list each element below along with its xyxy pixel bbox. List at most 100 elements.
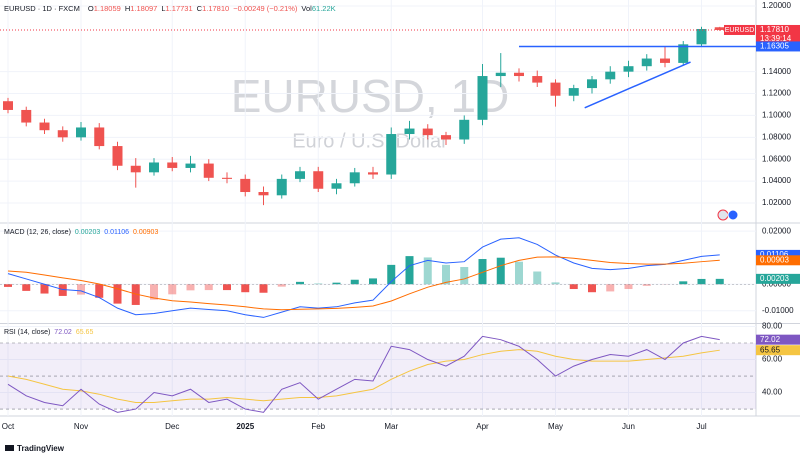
candle-body [222, 177, 232, 179]
candle-body [149, 162, 159, 173]
macd-title: MACD (12, 26, close) [4, 229, 71, 236]
candle-body [331, 183, 342, 189]
candle-body [605, 71, 616, 80]
histogram-bar [77, 284, 85, 295]
candle-body [550, 82, 561, 96]
histogram-bar [551, 282, 560, 285]
candle-body [258, 192, 269, 196]
candle-body [94, 127, 105, 147]
y-tick-label: 60.00 [762, 355, 783, 364]
candle-body [514, 72, 524, 77]
candle-body [295, 171, 305, 179]
y-tick-label: 0.02000 [762, 226, 791, 235]
y-tick-label: -0.01000 [762, 306, 794, 315]
ohlc-label: L [161, 4, 165, 13]
flag-icon [717, 209, 729, 221]
histogram-bar [387, 264, 396, 285]
x-tick-label: 2025 [236, 422, 254, 431]
flag-icon [727, 209, 739, 221]
candle-body [112, 146, 123, 166]
histogram-bar [460, 266, 469, 285]
volume-value: 61.22K [312, 4, 336, 13]
candle-body [422, 128, 433, 136]
candle-body [678, 44, 689, 63]
rsi-title: RSI (14, close) [4, 329, 50, 336]
watermark-title: EURUSD, 1D [231, 70, 510, 122]
histogram-bar [168, 284, 177, 295]
candle-body [386, 134, 397, 175]
macd-legend-value: 0.00203 [75, 229, 100, 236]
x-tick-label: Mar [384, 422, 398, 431]
symbol-tag-text: EURUSD [725, 27, 755, 34]
histogram-bar [241, 284, 250, 293]
ohlc-label: H [125, 4, 130, 13]
value-tag-text: 65.65 [760, 345, 781, 354]
candle-body [185, 163, 196, 168]
rsi-line [7, 335, 720, 413]
histogram-bar [533, 271, 542, 285]
price-tag [756, 24, 800, 44]
header-symbol: EURUSD · 1D · FXCM [4, 4, 80, 13]
histogram-bar [588, 284, 596, 293]
value-tag [756, 273, 800, 284]
candle-body [167, 162, 178, 168]
histogram-bar [40, 284, 49, 294]
x-tick-label: Dec [165, 422, 179, 431]
histogram-bar [679, 281, 688, 285]
candle-body [3, 101, 13, 110]
value-tag [756, 249, 800, 260]
x-tick-label: Jun [622, 422, 635, 431]
line-tag [756, 41, 800, 52]
x-tick-label: Jul [696, 422, 706, 431]
symbol-tag [724, 24, 755, 35]
price-tag-text: 1.17810 [760, 25, 789, 34]
histogram-bar [204, 284, 213, 291]
x-tick-label: Nov [74, 422, 88, 431]
ohlc-value: 1.18097 [130, 4, 157, 13]
candle-body [130, 165, 141, 173]
value-tag-text: 0.01106 [760, 250, 789, 259]
signal-line [7, 256, 720, 311]
trendline [584, 61, 691, 109]
histogram-bar [350, 279, 359, 285]
rsi-ma-line [7, 349, 720, 403]
macd-legend: MACD (12, 26, close) 0.00203 0.01106 0.0090… [4, 229, 158, 236]
candle-body [240, 178, 251, 193]
logo: TradingView [5, 444, 65, 453]
watermark: EURUSD, 1D Euro / U.S. Dollar [231, 70, 510, 152]
y-tick-label: 80.00 [762, 322, 783, 331]
flags [717, 209, 739, 221]
histogram-bar [223, 284, 231, 291]
value-tag [756, 334, 800, 345]
histogram-bar [332, 282, 341, 285]
candle-body [76, 127, 86, 138]
y-tick-label: 1.04000 [762, 176, 791, 185]
histogram-bar [277, 284, 286, 287]
macd-legend-value: 0.01106 [104, 229, 129, 236]
histogram-bar [4, 284, 12, 287]
histogram-bar [423, 257, 432, 285]
x-tick-label: Feb [311, 422, 325, 431]
candle-body [696, 28, 707, 45]
histogram-bar [624, 284, 633, 290]
y-tick-label: 1.14000 [762, 67, 791, 76]
rsi-legend-value: 72.02 [54, 329, 72, 336]
candle-body [313, 171, 324, 189]
candle-body [349, 172, 360, 184]
ohlc-value: 1.17731 [166, 4, 193, 13]
logo-icon [5, 445, 14, 451]
y-tick-label: 1.20000 [762, 1, 791, 10]
histogram-bar [259, 284, 268, 293]
y-tick-label: 40.00 [762, 388, 783, 397]
ohlc-value: 1.18059 [94, 4, 121, 13]
histogram-bar [296, 281, 304, 285]
y-tick-label: 1.10000 [762, 111, 791, 120]
histogram-bar [186, 284, 195, 291]
x-tick-label: May [548, 422, 563, 431]
histogram-bar [478, 259, 487, 285]
candle-body [441, 135, 451, 140]
value-tag-text: 0.00903 [760, 255, 789, 264]
ohlc-label: C [197, 4, 203, 13]
candle-body [459, 119, 470, 140]
rsi-legend-value: 65.65 [76, 329, 94, 336]
